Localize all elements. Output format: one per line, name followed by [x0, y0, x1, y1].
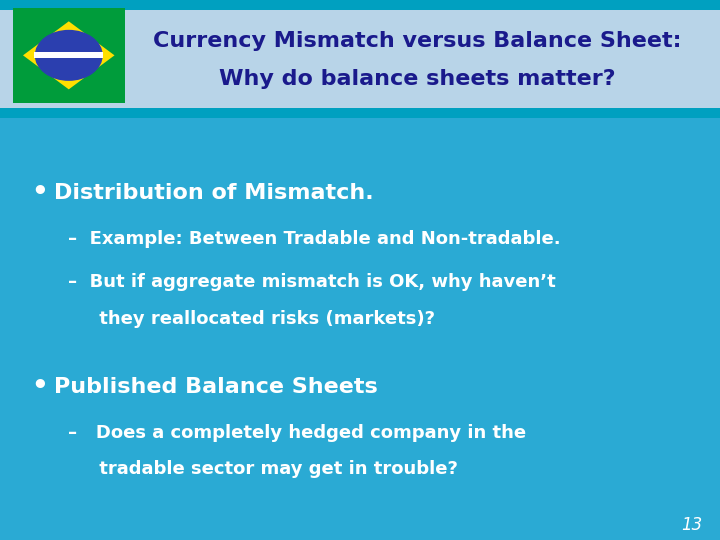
Text: Distribution of Mismatch.: Distribution of Mismatch.	[54, 183, 374, 204]
Text: 13: 13	[680, 516, 702, 534]
Text: •: •	[31, 374, 48, 400]
Text: –  But if aggregate mismatch is OK, why haven’t: – But if aggregate mismatch is OK, why h…	[68, 273, 556, 292]
Bar	[0, 118, 720, 540]
Bar	[34, 52, 104, 58]
Text: –  Example: Between Tradable and Non-tradable.: – Example: Between Tradable and Non-trad…	[68, 230, 561, 248]
Polygon shape	[23, 21, 114, 89]
Text: Currency Mismatch versus Balance Sheet:: Currency Mismatch versus Balance Sheet:	[153, 31, 682, 51]
Text: they reallocated risks (markets)?: they reallocated risks (markets)?	[68, 310, 436, 328]
Text: –   Does a completely hedged company in the: – Does a completely hedged company in th…	[68, 423, 526, 442]
Bar	[13, 8, 125, 103]
Bar	[0, 0, 720, 10]
Circle shape	[35, 30, 103, 81]
Text: Why do balance sheets matter?: Why do balance sheets matter?	[220, 69, 616, 89]
Text: Published Balance Sheets: Published Balance Sheets	[54, 376, 378, 397]
Bar	[0, 108, 720, 118]
Bar	[0, 10, 720, 108]
Text: •: •	[31, 180, 48, 206]
Text: tradable sector may get in trouble?: tradable sector may get in trouble?	[68, 460, 458, 478]
